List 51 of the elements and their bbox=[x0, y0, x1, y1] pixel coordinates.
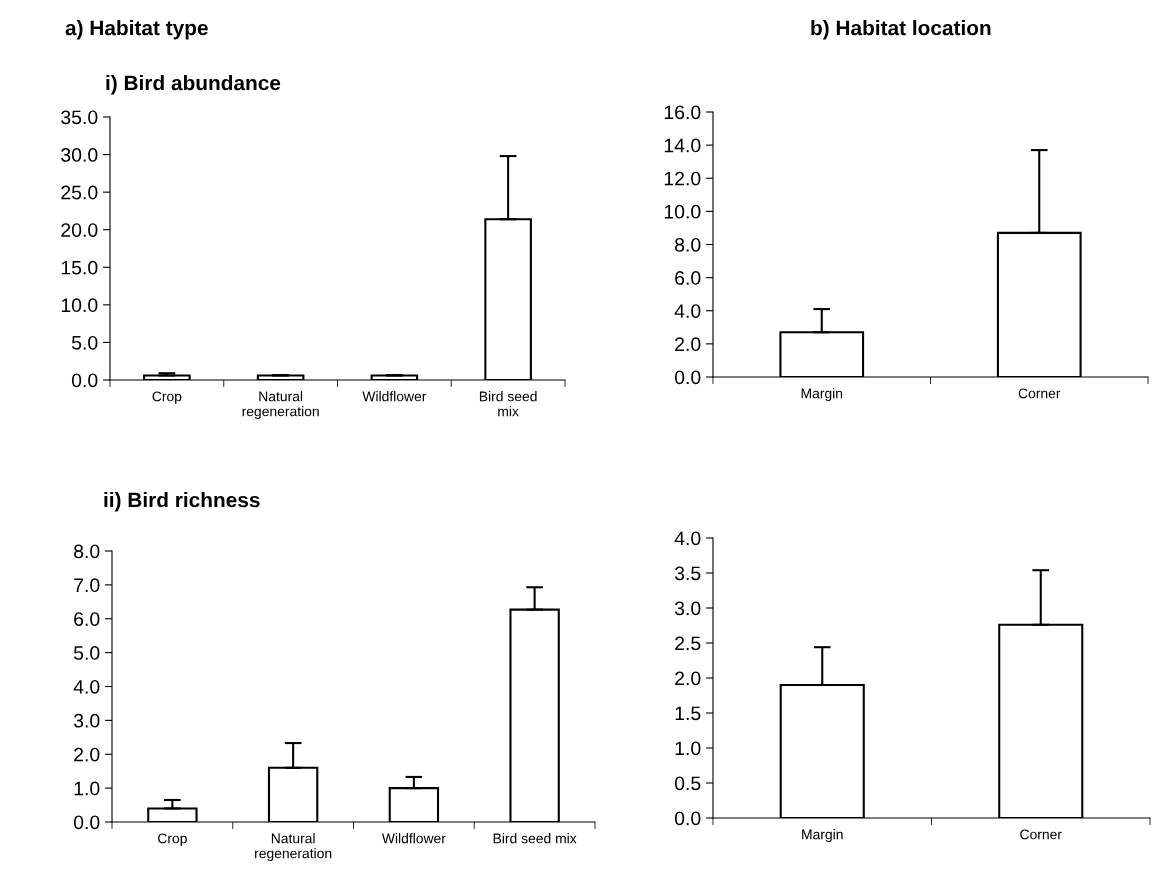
y-tick-label: 5.0 bbox=[71, 335, 98, 350]
x-tick-label: Margin bbox=[801, 388, 843, 402]
chart-title: b) Habitat location bbox=[811, 20, 991, 40]
y-tick-label: 0.0 bbox=[674, 370, 701, 385]
y-tick-label: 0.5 bbox=[674, 776, 701, 791]
x-tick-label: Bird seed mix bbox=[479, 391, 537, 417]
y-tick-label: 8.0 bbox=[74, 544, 100, 559]
y-tick-label: 30.0 bbox=[61, 148, 98, 162]
y-tick-label: 25.0 bbox=[61, 185, 98, 200]
y-tick-label: 2.0 bbox=[74, 747, 100, 762]
y-tick-label: 3.0 bbox=[73, 713, 100, 728]
y-tick-label: 14.0 bbox=[664, 138, 701, 153]
y-tick-label: 2.0 bbox=[675, 337, 701, 352]
y-tick-label: 3.0 bbox=[674, 601, 701, 616]
chart-subtitle: i) Bird abundance bbox=[106, 75, 281, 95]
y-tick-label: 0.0 bbox=[674, 811, 701, 826]
x-tick-label: Crop bbox=[152, 391, 182, 405]
x-tick-label: Corner bbox=[1020, 829, 1062, 840]
y-tick-label: 15.0 bbox=[61, 260, 98, 275]
y-tick-label: 1.0 bbox=[74, 781, 100, 796]
x-tick-label: Wildflower bbox=[362, 391, 427, 402]
x-tick-label: Corner bbox=[1018, 388, 1061, 399]
y-tick-label: 8.0 bbox=[675, 237, 701, 252]
y-tick-label: 12.0 bbox=[664, 171, 701, 186]
y-tick-label: 5.0 bbox=[73, 646, 100, 660]
y-tick-label: 10.0 bbox=[61, 298, 98, 313]
x-tick-label: Margin bbox=[802, 829, 843, 843]
chart-title: a) Habitat type bbox=[65, 20, 208, 40]
y-tick-label: 4.0 bbox=[674, 304, 701, 318]
y-tick-label: 10.0 bbox=[664, 204, 701, 219]
y-tick-label: 0.0 bbox=[73, 815, 100, 830]
y-tick-label: 6.0 bbox=[675, 271, 701, 285]
y-tick-label: 2.5 bbox=[675, 636, 701, 651]
y-tick-label: 0.0 bbox=[71, 373, 98, 388]
y-tick-label: 16.0 bbox=[664, 105, 701, 120]
y-tick-label: 4.0 bbox=[73, 679, 100, 694]
x-tick-label: Wildflower bbox=[381, 833, 446, 844]
y-tick-label: 20.0 bbox=[61, 223, 98, 237]
y-tick-label: 1.5 bbox=[675, 706, 701, 721]
y-tick-label: 3.5 bbox=[674, 566, 701, 581]
y-tick-label: 6.0 bbox=[74, 612, 100, 626]
y-tick-label: 4.0 bbox=[674, 531, 701, 546]
chart-title: ii) Bird richness bbox=[104, 492, 260, 512]
x-tick-label: Bird seed mix bbox=[493, 833, 577, 844]
y-tick-label: 1.0 bbox=[675, 741, 701, 756]
y-tick-label: 35.0 bbox=[61, 110, 98, 125]
x-tick-label: Natural regeneration bbox=[255, 833, 332, 862]
y-tick-label: 2.0 bbox=[675, 671, 701, 686]
x-tick-label: Crop bbox=[158, 833, 187, 847]
y-tick-label: 7.0 bbox=[74, 578, 100, 593]
x-tick-label: Natural regeneration bbox=[242, 391, 319, 420]
